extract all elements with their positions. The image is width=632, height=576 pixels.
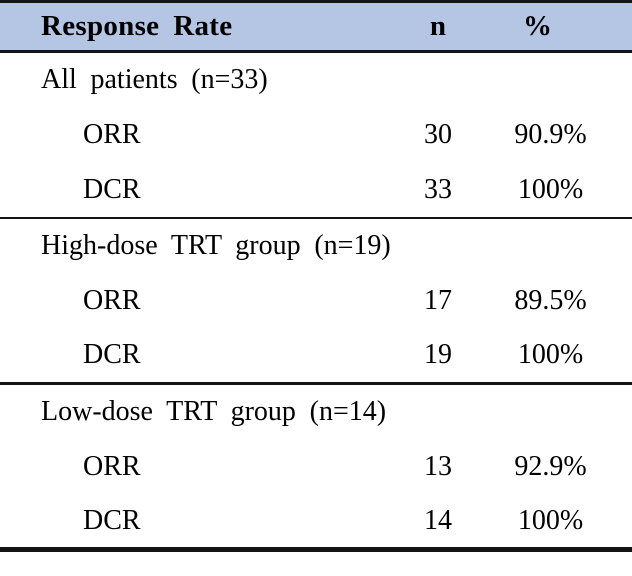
row-pct-value: 100% [517,504,584,536]
row-n-value: 30 [424,119,452,150]
header-percent: % [488,0,613,53]
section-title: Low-dose TRT group (n=14) [41,396,387,428]
section-title: High-dose TRT group (n=19) [41,230,391,261]
response-rate-table: Response Rate n % All patients (n=33) OR… [0,0,632,552]
table-row: ORR 13 92.9% [0,440,632,495]
section-title-row: High-dose TRT group (n=19) [0,218,632,274]
row-label: ORR [83,119,141,150]
table-header: Response Rate n % [0,0,632,53]
table-row: DCR 19 100% [0,328,632,385]
row-n-value: 14 [424,504,452,536]
row-label: DCR [0,328,388,385]
row-spacer [613,440,632,495]
table-row: ORR 30 90.9% [0,108,632,163]
row-label: DCR [83,504,141,536]
table-row: DCR 33 100% [0,162,632,219]
section-title-row: All patients (n=33) [0,52,632,108]
row-n-value: 19 [388,328,488,385]
section-title-row: Low-dose TRT group (n=14) [0,384,632,440]
row-spacer [613,108,632,163]
row-pct-value: 100% [488,162,613,219]
row-n-value: 33 [388,162,488,219]
row-n-value: 17 [424,285,452,316]
row-pct-value: 90.9% [514,119,587,150]
header-n: n [388,0,488,53]
row-pct-value: 92.9% [514,451,587,482]
row-n-value: 13 [424,451,452,482]
row-label: ORR [83,285,141,316]
row-spacer [613,274,632,329]
header-spacer [613,0,632,53]
row-label: ORR [83,451,141,482]
section-title: All patients (n=33) [41,64,268,96]
table-body: All patients (n=33) ORR 30 90.9% DCR 33 … [0,52,632,550]
row-spacer [613,495,632,550]
row-pct-value: 89.5% [514,285,587,316]
header-response-rate: Response Rate [0,0,388,53]
row-spacer [613,328,632,385]
table-row: ORR 17 89.5% [0,274,632,329]
table-header-row: Response Rate n % [0,0,632,53]
row-spacer [613,162,632,219]
row-pct-value: 100% [488,328,613,385]
table-row: DCR 14 100% [0,495,632,550]
row-label: DCR [0,162,388,219]
